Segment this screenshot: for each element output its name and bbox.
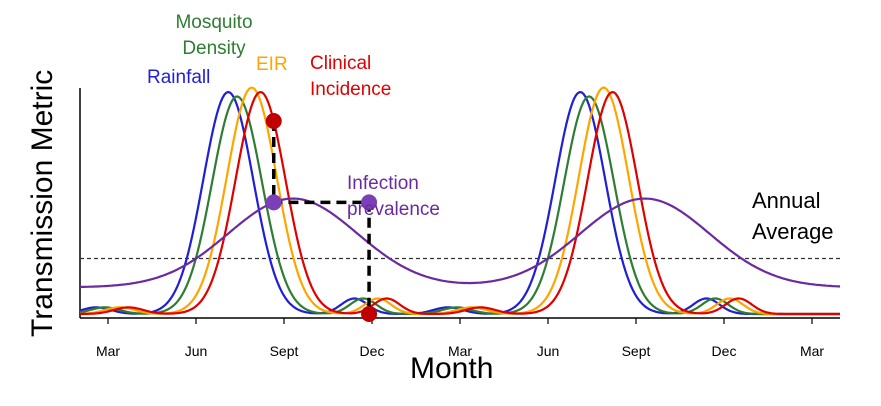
series-line-infection-prevalence	[79, 197, 840, 289]
annual-label-line-2: Average	[752, 219, 834, 245]
prevalence-marker-dec	[361, 194, 378, 211]
x-tick-label: Sept	[622, 343, 651, 359]
prevalence-marker-sept	[265, 194, 282, 211]
clinical-low-marker	[361, 306, 378, 322]
series-line-clinical-incidence	[80, 90, 840, 316]
annual-average-label: Annual Average	[752, 188, 834, 245]
clinical-label-line-2: Incidence	[310, 78, 392, 100]
infection-label-line-1: Infection	[347, 173, 419, 194]
lag-dashed-path	[271, 121, 371, 314]
series-label-clinical-incidence: Clinical Incidence	[310, 53, 391, 101]
mosquito-label-line-2: Density	[182, 37, 246, 59]
x-axis-label: Month	[410, 352, 494, 385]
x-tick-label: Dec	[360, 343, 385, 359]
y-axis-label: Transmission Metric	[26, 69, 59, 337]
series-label-rainfall: Rainfall	[147, 67, 211, 88]
x-tick-label: Mar	[96, 343, 120, 359]
series-label-infection-prevalence: Infection prevalence	[347, 173, 440, 221]
annual-label-line-1: Annual	[752, 188, 821, 213]
series-line-eir	[80, 86, 840, 316]
series-label-mosquito-density: Mosquito Density	[168, 12, 260, 60]
x-tick-label: Jun	[537, 343, 560, 359]
clinical-label-line-1: Clinical	[310, 53, 372, 74]
infection-label-line-2: prevalence	[347, 198, 440, 220]
x-tick-label: Sept	[270, 343, 299, 359]
clinical-peak-marker	[265, 113, 282, 130]
series-label-eir: EIR	[256, 54, 288, 75]
series-line-rainfall	[79, 90, 840, 316]
x-tick-label: Dec	[712, 343, 737, 359]
x-tick-label: Mar	[448, 343, 472, 359]
x-tick-label: Jun	[185, 343, 208, 359]
series-line-mosquito-density	[79, 95, 840, 316]
mosquito-label-line-1: Mosquito	[175, 12, 253, 33]
x-tick-label: Mar	[800, 343, 824, 359]
